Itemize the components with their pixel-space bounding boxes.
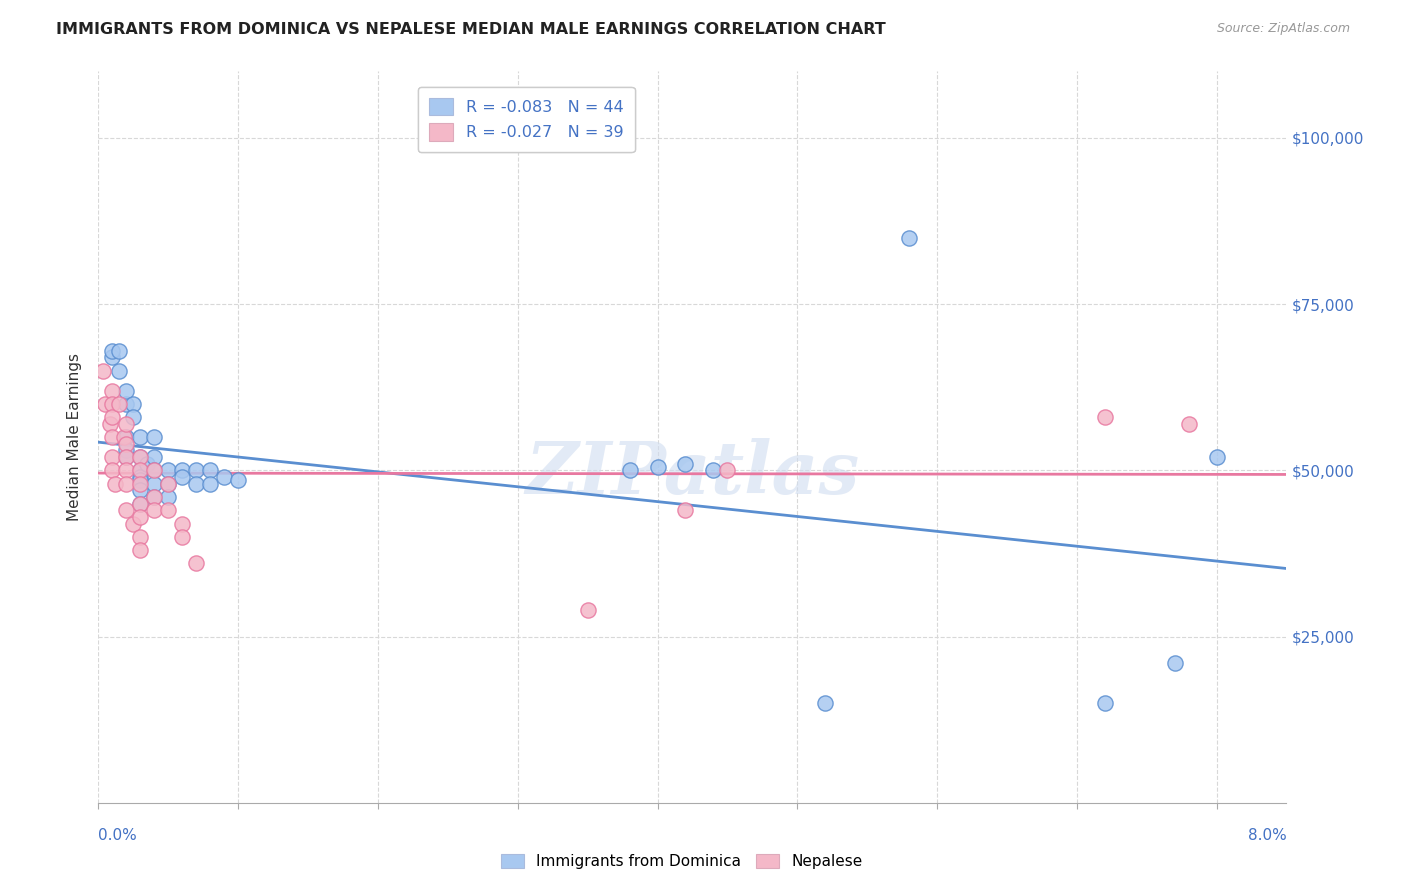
Point: [576, 603, 599, 617]
Point: [647, 460, 669, 475]
Point: [172, 516, 194, 531]
Point: [115, 450, 138, 464]
Point: [115, 384, 138, 398]
Point: [1163, 656, 1185, 670]
Legend: R = -0.083   N = 44, R = -0.027   N = 39: R = -0.083 N = 44, R = -0.027 N = 39: [418, 87, 634, 152]
Point: [172, 463, 194, 477]
Point: [702, 463, 724, 477]
Point: [101, 397, 124, 411]
Legend: Immigrants from Dominica, Nepalese: Immigrants from Dominica, Nepalese: [495, 847, 869, 875]
Point: [226, 473, 249, 487]
Point: [157, 503, 180, 517]
Point: [186, 557, 208, 571]
Point: [157, 476, 180, 491]
Point: [112, 430, 135, 444]
Point: [898, 230, 921, 244]
Point: [115, 450, 138, 464]
Point: [143, 463, 166, 477]
Point: [129, 430, 152, 444]
Point: [143, 476, 166, 491]
Point: [115, 430, 138, 444]
Point: [101, 351, 124, 365]
Point: [172, 470, 194, 484]
Point: [101, 463, 124, 477]
Point: [94, 397, 117, 411]
Point: [212, 470, 235, 484]
Point: [129, 497, 152, 511]
Point: [186, 463, 208, 477]
Point: [1094, 410, 1116, 425]
Point: [101, 384, 124, 398]
Text: IMMIGRANTS FROM DOMINICA VS NEPALESE MEDIAN MALE EARNINGS CORRELATION CHART: IMMIGRANTS FROM DOMINICA VS NEPALESE MED…: [56, 22, 886, 37]
Point: [129, 463, 152, 477]
Point: [1094, 696, 1116, 710]
Point: [101, 343, 124, 358]
Point: [129, 473, 152, 487]
Point: [129, 509, 152, 524]
Point: [129, 530, 152, 544]
Point: [129, 450, 152, 464]
Point: [129, 543, 152, 558]
Point: [143, 450, 166, 464]
Point: [716, 463, 738, 477]
Point: [157, 463, 180, 477]
Point: [200, 463, 222, 477]
Point: [101, 410, 124, 425]
Point: [115, 443, 138, 458]
Point: [98, 417, 121, 431]
Point: [143, 503, 166, 517]
Point: [1177, 417, 1199, 431]
Point: [143, 490, 166, 504]
Point: [122, 410, 145, 425]
Point: [129, 450, 152, 464]
Point: [108, 343, 131, 358]
Text: ZIPatlas: ZIPatlas: [526, 438, 859, 509]
Point: [101, 430, 124, 444]
Point: [136, 457, 159, 471]
Text: 8.0%: 8.0%: [1247, 829, 1286, 843]
Point: [122, 516, 145, 531]
Point: [115, 436, 138, 450]
Point: [814, 696, 837, 710]
Point: [186, 476, 208, 491]
Point: [143, 490, 166, 504]
Point: [1205, 450, 1227, 464]
Point: [129, 497, 152, 511]
Point: [115, 503, 138, 517]
Point: [129, 463, 152, 477]
Point: [129, 483, 152, 498]
Point: [143, 463, 166, 477]
Point: [108, 397, 131, 411]
Point: [91, 363, 114, 377]
Point: [104, 476, 127, 491]
Point: [200, 476, 222, 491]
Y-axis label: Median Male Earnings: Median Male Earnings: [67, 353, 83, 521]
Point: [675, 503, 697, 517]
Point: [619, 463, 641, 477]
Point: [157, 476, 180, 491]
Point: [675, 457, 697, 471]
Point: [108, 363, 131, 377]
Point: [129, 476, 152, 491]
Point: [143, 430, 166, 444]
Point: [115, 463, 138, 477]
Point: [122, 397, 145, 411]
Point: [115, 417, 138, 431]
Point: [101, 450, 124, 464]
Point: [172, 530, 194, 544]
Point: [157, 490, 180, 504]
Point: [115, 397, 138, 411]
Point: [129, 470, 152, 484]
Point: [115, 476, 138, 491]
Text: 0.0%: 0.0%: [98, 829, 138, 843]
Text: Source: ZipAtlas.com: Source: ZipAtlas.com: [1216, 22, 1350, 36]
